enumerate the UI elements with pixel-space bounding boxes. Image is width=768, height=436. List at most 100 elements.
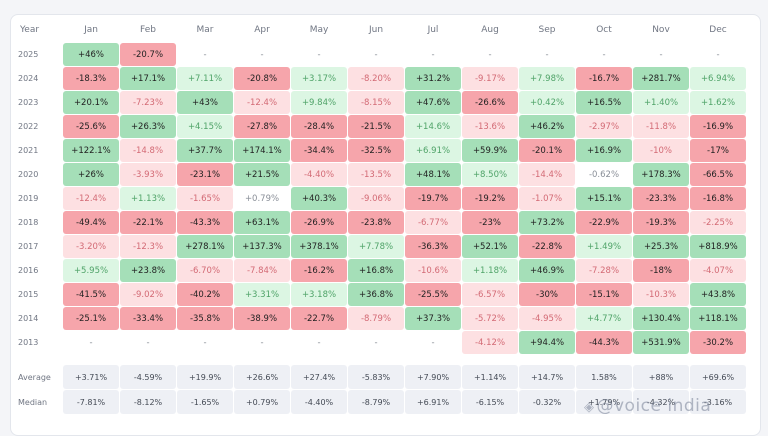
table-row: 2013 - - - - - - - -4.12% +94.4% -44.3% +531.9% -30.… [18, 331, 746, 354]
return-cell: -25.5% [405, 283, 461, 306]
return-cell: -28.4% [291, 115, 347, 138]
return-cell: +63.1% [234, 211, 290, 234]
month-header-sep[interactable]: Sep [538, 25, 556, 35]
return-cell: +118.1% [690, 307, 746, 330]
return-cell: +7.98% [519, 67, 575, 90]
return-cell: -13.5% [348, 163, 404, 186]
year-label: 2015 [18, 290, 39, 299]
month-header-nov[interactable]: Nov [652, 25, 670, 35]
return-cell: +4.15% [177, 115, 233, 138]
summary-cell: +0.79% [234, 390, 290, 414]
return-cell: +0.42% [519, 91, 575, 114]
return-cell: -1.65% [177, 187, 233, 210]
watermark-text: @voice india [596, 396, 712, 416]
return-cell: -21.5% [348, 115, 404, 138]
return-cell: +36.8% [348, 283, 404, 306]
return-cell: +16.5% [576, 91, 632, 114]
month-header-feb[interactable]: Feb [140, 25, 156, 35]
return-cell: -17% [690, 139, 746, 162]
return-cell: +43% [177, 91, 233, 114]
return-cell: -6.57% [462, 283, 518, 306]
return-cell: +3.17% [291, 67, 347, 90]
return-cell: -33.4% [120, 307, 176, 330]
return-cell: +122.1% [63, 139, 119, 162]
year-label: 2016 [18, 266, 39, 275]
return-cell: +15.1% [576, 187, 632, 210]
summary-row-average: Average +3.71% -4.59% +19.9% +26.6% +27.4% -5.… [18, 365, 746, 389]
return-cell: -22.1% [120, 211, 176, 234]
return-cell: - [146, 337, 150, 348]
summary-cell: +7.90% [405, 365, 461, 389]
return-cell: -7.23% [120, 91, 176, 114]
table-row: 2019 -12.4% +1.13% -1.65% +0.79% +40.3% -9.06%… [18, 187, 746, 210]
summary-cell: -7.81% [63, 390, 119, 414]
return-cell: -49.4% [63, 211, 119, 234]
summary-cell: -0.32% [519, 390, 575, 414]
table-row: 2022 -25.6% +26.3% +4.15% -27.8% -28.4% -21.5%… [18, 115, 746, 138]
return-cell: -4.12% [462, 331, 518, 354]
return-cell: +14.6% [405, 115, 461, 138]
return-cell: -43.3% [177, 211, 233, 234]
monthly-returns-card: Year Jan Feb Mar Apr May Jun Jul Aug Sep Oct Nov De… [10, 14, 761, 436]
year-label: 2023 [18, 98, 39, 107]
summary-cell: -4.32% [633, 390, 689, 414]
return-cell: -11.8% [633, 115, 689, 138]
return-cell: +1.40% [633, 91, 689, 114]
return-cell: +17.1% [120, 67, 176, 90]
return-cell: +7.11% [177, 67, 233, 90]
return-cell: - [89, 337, 93, 348]
return-cell: +1.13% [120, 187, 176, 210]
return-cell: -4.07% [690, 259, 746, 282]
month-header-apr[interactable]: Apr [254, 25, 270, 35]
return-cell: -20.1% [519, 139, 575, 162]
return-cell: - [203, 337, 207, 348]
summary-cell: -8.79% [348, 390, 404, 414]
month-header-oct[interactable]: Oct [596, 25, 612, 35]
return-cell: -38.9% [234, 307, 290, 330]
return-cell: +5.95% [63, 259, 119, 282]
summary-cell: -1.65% [177, 390, 233, 414]
return-cell: -10.6% [405, 259, 461, 282]
summary-label: Average [18, 372, 51, 382]
return-cell: +818.9% [690, 235, 746, 258]
month-header-jan[interactable]: Jan [84, 25, 98, 35]
return-cell: +21.5% [234, 163, 290, 186]
return-cell: -10% [633, 139, 689, 162]
return-cell: -23% [462, 211, 518, 234]
return-cell: -4.40% [291, 163, 347, 186]
return-cell: -25.1% [63, 307, 119, 330]
return-cell: - [431, 337, 435, 348]
return-cell: - [260, 49, 264, 60]
return-cell: +59.9% [462, 139, 518, 162]
month-header-mar[interactable]: Mar [196, 25, 214, 35]
summary-cell: +69.6% [690, 365, 746, 389]
return-cell: +1.18% [462, 259, 518, 282]
summary-spacer [18, 355, 746, 364]
return-cell: +8.50% [462, 163, 518, 186]
return-cell: +3.18% [291, 283, 347, 306]
return-cell: -16.9% [690, 115, 746, 138]
return-cell: +46.2% [519, 115, 575, 138]
return-cell: +40.3% [291, 187, 347, 210]
month-header-jul[interactable]: Jul [427, 25, 439, 35]
month-header-aug[interactable]: Aug [481, 25, 499, 35]
year-label: 2022 [18, 122, 39, 131]
month-header-dec[interactable]: Dec [709, 25, 727, 35]
year-column-header: Year [20, 25, 40, 35]
month-header-jun[interactable]: Jun [368, 25, 384, 35]
year-label: 2020 [18, 170, 39, 179]
year-label: 2018 [18, 218, 39, 227]
return-cell: - [716, 49, 720, 60]
summary-cell: +88% [633, 365, 689, 389]
table-row: 2024 -18.3% +17.1% +7.11% -20.8% +3.17% -8.20%… [18, 67, 746, 90]
summary-cell: +1.14% [462, 365, 518, 389]
return-cell: +46.9% [519, 259, 575, 282]
summary-cell: -4.59% [120, 365, 176, 389]
return-cell: -27.8% [234, 115, 290, 138]
table-row: 2014 -25.1% -33.4% -35.8% -38.9% -22.7% -8.79%… [18, 307, 746, 330]
month-header-may[interactable]: May [309, 25, 329, 35]
table-row: 2016 +5.95% +23.8% -6.70% -7.84% -16.2% +16.8%… [18, 259, 746, 282]
return-cell: -26.6% [462, 91, 518, 114]
summary-cell: -5.83% [348, 365, 404, 389]
summary-cell: -3.16% [690, 390, 746, 414]
